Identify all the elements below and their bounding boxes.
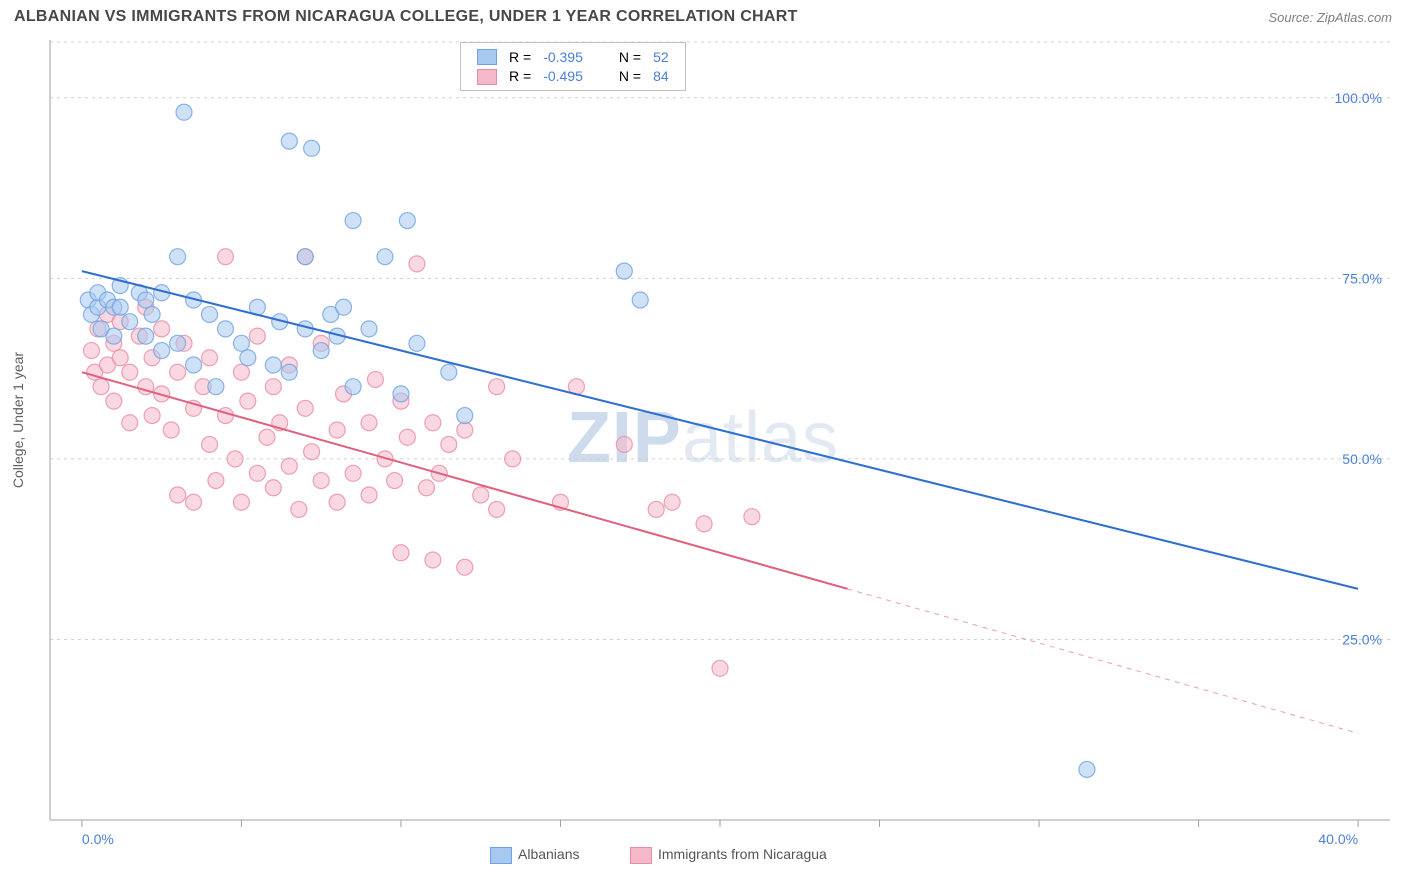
scatter-plot-svg: 25.0% 50.0% 75.0% 100.0% 0.0% 40.0% [0,30,1406,880]
svg-text:0.0%: 0.0% [82,831,114,847]
svg-text:100.0%: 100.0% [1335,90,1382,106]
series-legend-albanians: Albanians [490,846,580,864]
legend-swatch-albanians [477,49,497,65]
legend-r-value-0: -0.395 [537,47,589,66]
legend-swatch-nicaragua [477,69,497,85]
legend-swatch-nicaragua [630,847,652,864]
svg-text:25.0%: 25.0% [1342,631,1382,647]
legend-row-nicaragua: R = -0.495 N = 84 [471,66,675,85]
series-name-1: Immigrants from Nicaragua [658,846,827,862]
chart-container: College, Under 1 year ZIPatlas 25.0%50.0… [0,30,1406,880]
legend-swatch-albanians [490,847,512,864]
series-name-0: Albanians [518,846,580,862]
legend-n-label: N = [613,47,647,66]
legend-n-value-0: 52 [647,47,675,66]
legend-r-label: R = [503,66,537,85]
source-attribution: Source: ZipAtlas.com [1268,10,1392,25]
correlation-legend: R = -0.395 N = 52 R = -0.495 N = 84 [460,42,686,91]
legend-r-value-1: -0.495 [537,66,589,85]
series-legend-nicaragua: Immigrants from Nicaragua [630,846,827,864]
svg-text:50.0%: 50.0% [1342,451,1382,467]
legend-n-label: N = [613,66,647,85]
svg-text:40.0%: 40.0% [1318,831,1358,847]
chart-title: ALBANIAN VS IMMIGRANTS FROM NICARAGUA CO… [14,8,798,26]
svg-text:75.0%: 75.0% [1342,270,1382,286]
legend-row-albanians: R = -0.395 N = 52 [471,47,675,66]
legend-n-value-1: 84 [647,66,675,85]
legend-r-label: R = [503,47,537,66]
